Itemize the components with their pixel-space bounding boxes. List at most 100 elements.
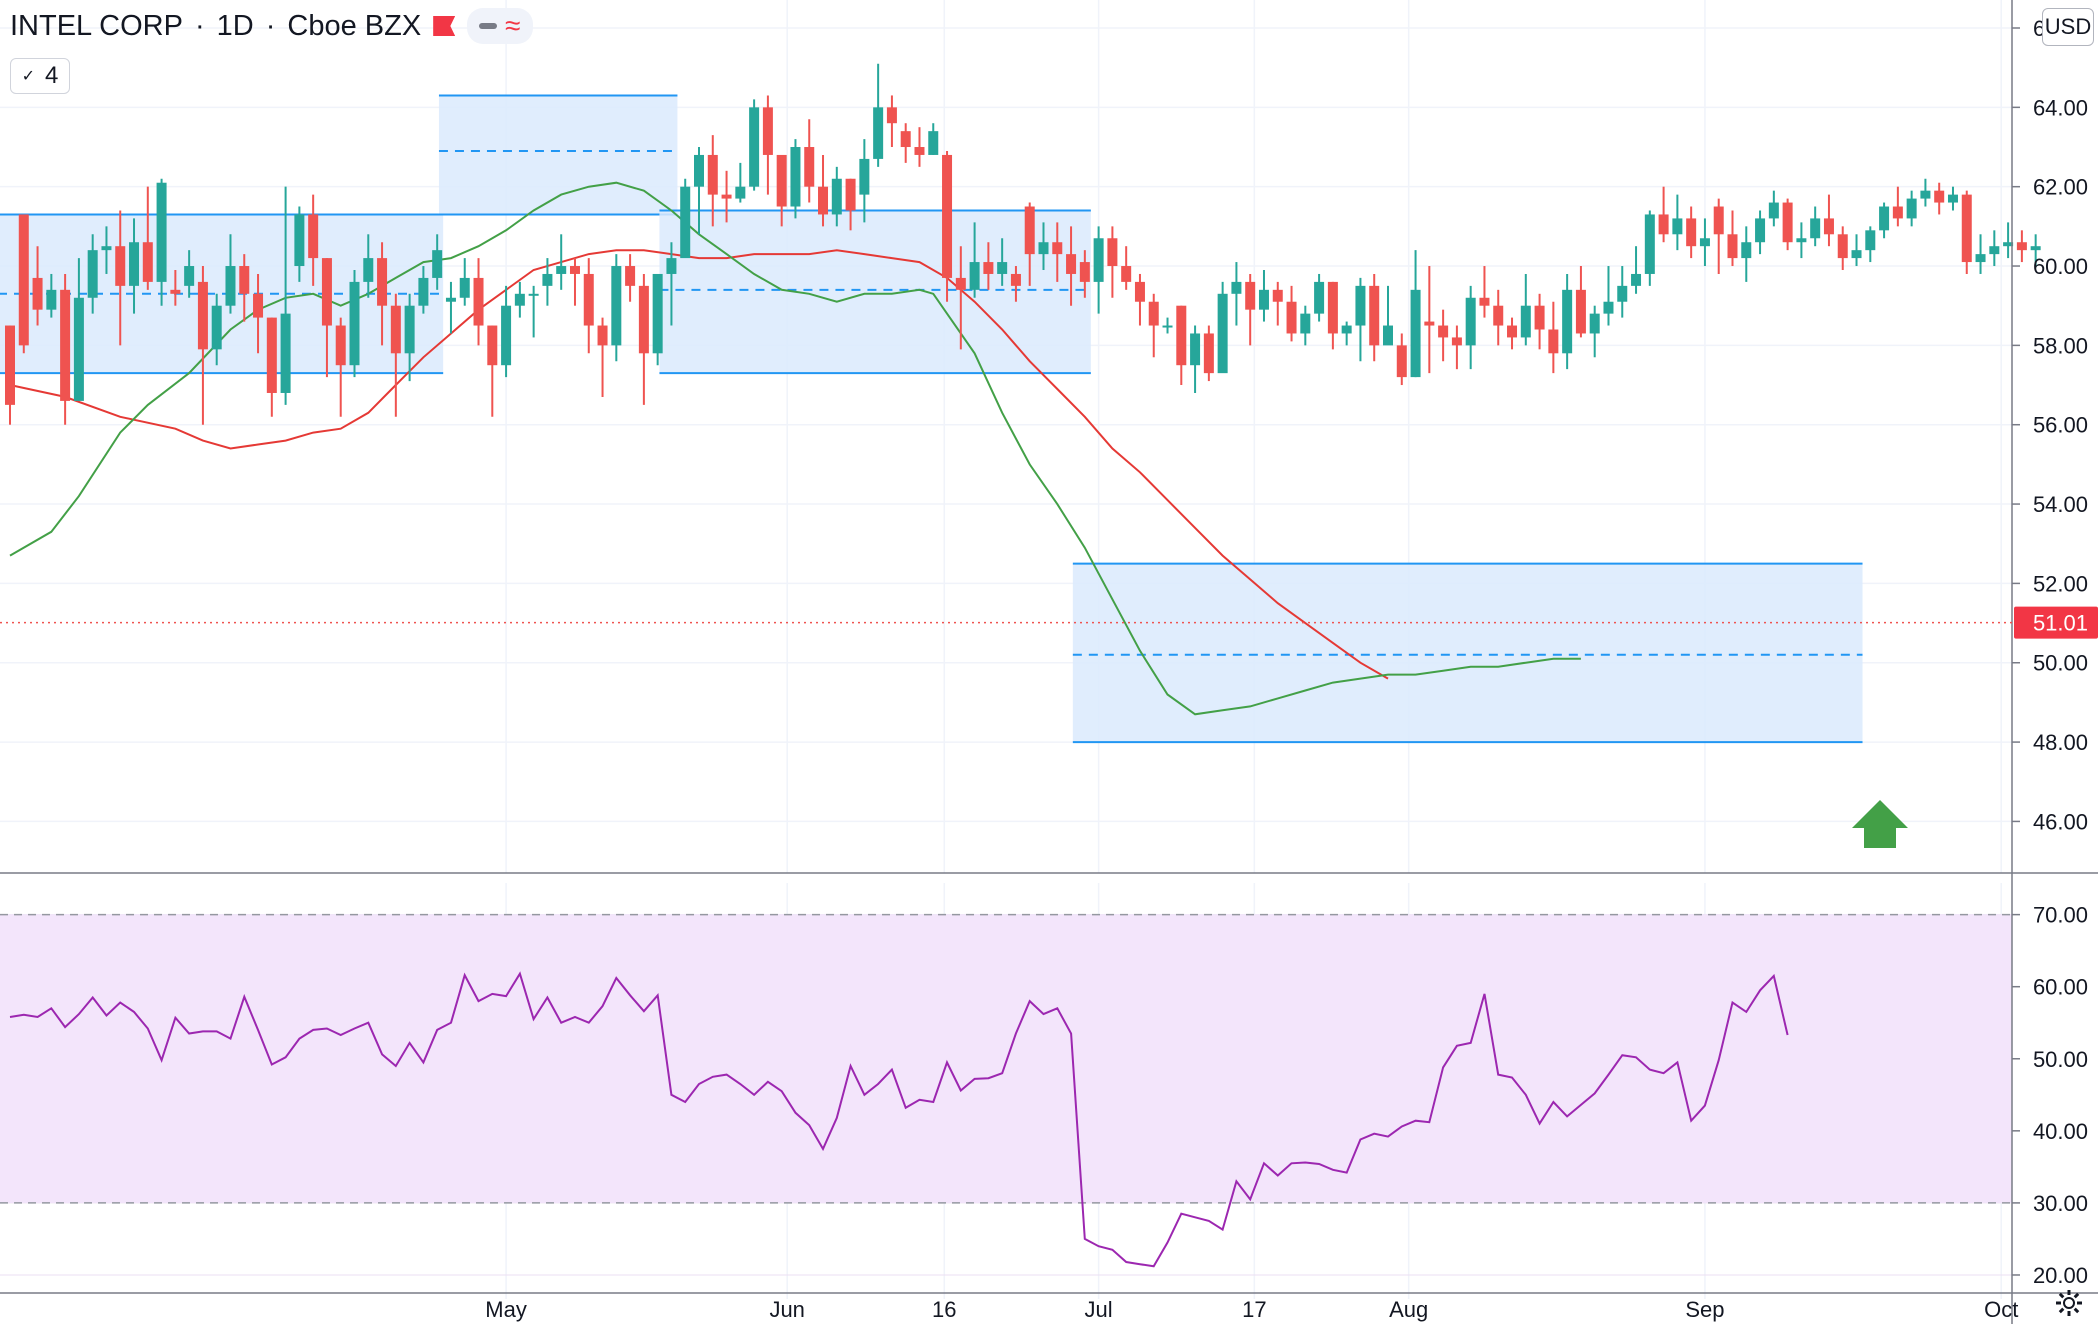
candle — [1617, 266, 1628, 318]
candle — [1961, 190, 1972, 274]
candle — [1355, 277, 1366, 362]
candle-body — [1010, 273, 1021, 286]
candle — [831, 166, 842, 227]
candle-body — [418, 277, 429, 306]
x-tick-label: Sep — [1685, 1297, 1724, 1322]
currency-button[interactable]: USD — [2042, 8, 2094, 46]
candle-body — [1383, 325, 1393, 346]
candle — [625, 254, 636, 302]
indicator-toggle[interactable]: ≈ — [467, 8, 533, 44]
candle-body — [377, 258, 388, 306]
candle — [1631, 246, 1642, 294]
candle — [1176, 305, 1187, 386]
range-box — [1072, 563, 1863, 743]
candle — [1713, 198, 1724, 274]
indicators-collapse-button[interactable]: ✓ 4 — [10, 58, 70, 94]
candle-body — [707, 154, 718, 195]
candle — [390, 293, 401, 417]
candle-body — [156, 182, 167, 282]
candle-body — [1327, 281, 1338, 334]
rsi-line — [9, 971, 1789, 1268]
candle-body — [1617, 285, 1628, 302]
candle — [1810, 206, 1821, 247]
candle-body — [253, 293, 264, 318]
collapse-count: 4 — [45, 62, 59, 89]
candle-body — [294, 214, 305, 267]
candle — [1107, 226, 1118, 298]
candle — [528, 285, 539, 338]
wave-icon: ≈ — [505, 10, 521, 41]
x-tick-label: Jul — [1085, 1297, 1113, 1322]
candle — [5, 325, 15, 425]
range-box — [438, 95, 678, 215]
candle — [1010, 266, 1021, 302]
y-tick-label: 60.00 — [2033, 254, 2088, 279]
candle-body — [1465, 297, 1476, 346]
candle-body — [1438, 325, 1449, 338]
candle — [680, 178, 691, 259]
candle — [1548, 301, 1559, 374]
candle-body — [1300, 313, 1311, 334]
candle-body — [1520, 305, 1531, 338]
candle — [1396, 333, 1407, 386]
range-box — [659, 210, 1091, 374]
flag-icon[interactable] — [433, 16, 456, 36]
symbol-legend[interactable]: INTEL CORP · 1D · Cboe BZX ≈ — [10, 8, 533, 44]
candle — [514, 281, 525, 318]
candle-body — [1879, 206, 1890, 231]
candle-body — [1534, 305, 1545, 330]
candle-body — [1038, 242, 1049, 255]
candle-body — [2030, 246, 2041, 251]
rsi-y-tick-label: 20.00 — [2033, 1263, 2088, 1288]
symbol-name: INTEL CORP — [10, 9, 183, 42]
candle-body — [556, 266, 567, 274]
candle — [859, 139, 870, 223]
candle — [542, 258, 553, 306]
candle-body — [1245, 281, 1256, 310]
candle — [1327, 281, 1338, 350]
candle — [873, 63, 884, 167]
candle-body — [1989, 246, 2000, 255]
candle — [1272, 281, 1283, 326]
candle — [2003, 222, 2014, 259]
x-tick-label: May — [485, 1297, 527, 1322]
candle — [569, 258, 580, 306]
candle — [1920, 178, 1931, 207]
y-tick-label: 54.00 — [2033, 492, 2088, 517]
candle — [184, 250, 195, 298]
candle — [211, 293, 222, 366]
candle — [32, 246, 43, 326]
candle — [1768, 190, 1779, 227]
candle-body — [1286, 301, 1297, 334]
candle — [1741, 226, 1752, 282]
rsi-y-tick-label: 50.00 — [2033, 1047, 2088, 1072]
candle — [611, 254, 622, 362]
y-tick-label: 56.00 — [2033, 413, 2088, 438]
candle-body — [955, 277, 966, 290]
candle-body — [873, 107, 884, 159]
candle — [377, 242, 388, 346]
candle — [845, 178, 856, 231]
candle — [1451, 325, 1462, 370]
candle — [1066, 226, 1077, 306]
candle — [501, 285, 512, 378]
candle-body — [597, 325, 608, 346]
candle — [666, 242, 677, 326]
candle — [142, 186, 153, 290]
candle — [459, 258, 470, 306]
gear-icon[interactable] — [2054, 1288, 2084, 1318]
last-price-label: 51.01 — [2033, 611, 2088, 636]
candle-body — [363, 258, 374, 282]
candle-body — [845, 178, 856, 211]
candle-body — [1658, 214, 1669, 235]
candle-body — [1906, 198, 1917, 219]
candle — [432, 234, 443, 290]
candle — [280, 186, 291, 405]
candle-body — [280, 313, 291, 393]
candle — [1658, 186, 1669, 243]
candle — [1562, 273, 1573, 370]
candle — [197, 266, 208, 425]
candle — [349, 269, 360, 378]
candle — [308, 194, 319, 286]
